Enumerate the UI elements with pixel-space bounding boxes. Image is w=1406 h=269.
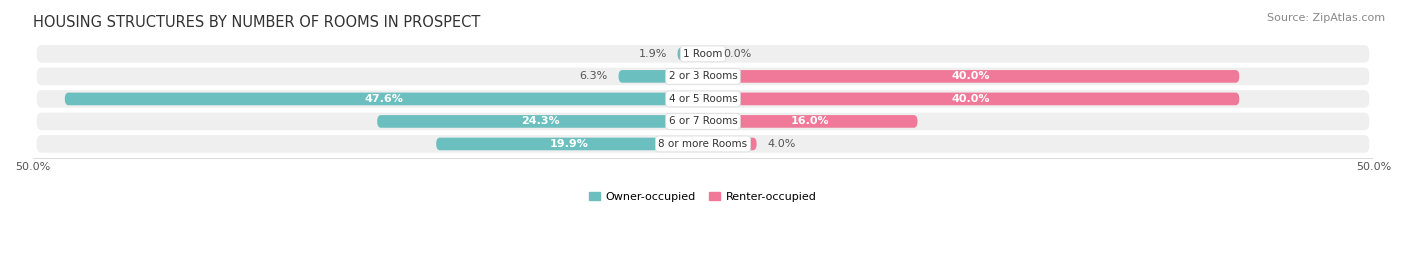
Text: 6 or 7 Rooms: 6 or 7 Rooms xyxy=(669,116,737,126)
Text: 1 Room: 1 Room xyxy=(683,49,723,59)
Legend: Owner-occupied, Renter-occupied: Owner-occupied, Renter-occupied xyxy=(585,187,821,206)
Text: 40.0%: 40.0% xyxy=(952,71,990,82)
Text: 0.0%: 0.0% xyxy=(723,49,751,59)
Text: 4.0%: 4.0% xyxy=(768,139,796,149)
FancyBboxPatch shape xyxy=(37,113,1369,130)
FancyBboxPatch shape xyxy=(37,68,1369,85)
Text: 6.3%: 6.3% xyxy=(579,71,607,82)
FancyBboxPatch shape xyxy=(703,93,1239,105)
Text: 40.0%: 40.0% xyxy=(952,94,990,104)
FancyBboxPatch shape xyxy=(703,138,756,150)
FancyBboxPatch shape xyxy=(436,138,703,150)
FancyBboxPatch shape xyxy=(37,90,1369,108)
Text: 1.9%: 1.9% xyxy=(638,49,666,59)
Text: 8 or more Rooms: 8 or more Rooms xyxy=(658,139,748,149)
FancyBboxPatch shape xyxy=(377,115,703,128)
Text: HOUSING STRUCTURES BY NUMBER OF ROOMS IN PROSPECT: HOUSING STRUCTURES BY NUMBER OF ROOMS IN… xyxy=(32,15,479,30)
FancyBboxPatch shape xyxy=(37,135,1369,153)
Text: Source: ZipAtlas.com: Source: ZipAtlas.com xyxy=(1267,13,1385,23)
FancyBboxPatch shape xyxy=(678,48,703,60)
Text: 47.6%: 47.6% xyxy=(364,94,404,104)
FancyBboxPatch shape xyxy=(619,70,703,83)
FancyBboxPatch shape xyxy=(65,93,703,105)
FancyBboxPatch shape xyxy=(37,45,1369,63)
Text: 4 or 5 Rooms: 4 or 5 Rooms xyxy=(669,94,737,104)
FancyBboxPatch shape xyxy=(703,70,1239,83)
FancyBboxPatch shape xyxy=(703,115,918,128)
Text: 16.0%: 16.0% xyxy=(792,116,830,126)
Text: 24.3%: 24.3% xyxy=(520,116,560,126)
Text: 2 or 3 Rooms: 2 or 3 Rooms xyxy=(669,71,737,82)
Text: 19.9%: 19.9% xyxy=(550,139,589,149)
